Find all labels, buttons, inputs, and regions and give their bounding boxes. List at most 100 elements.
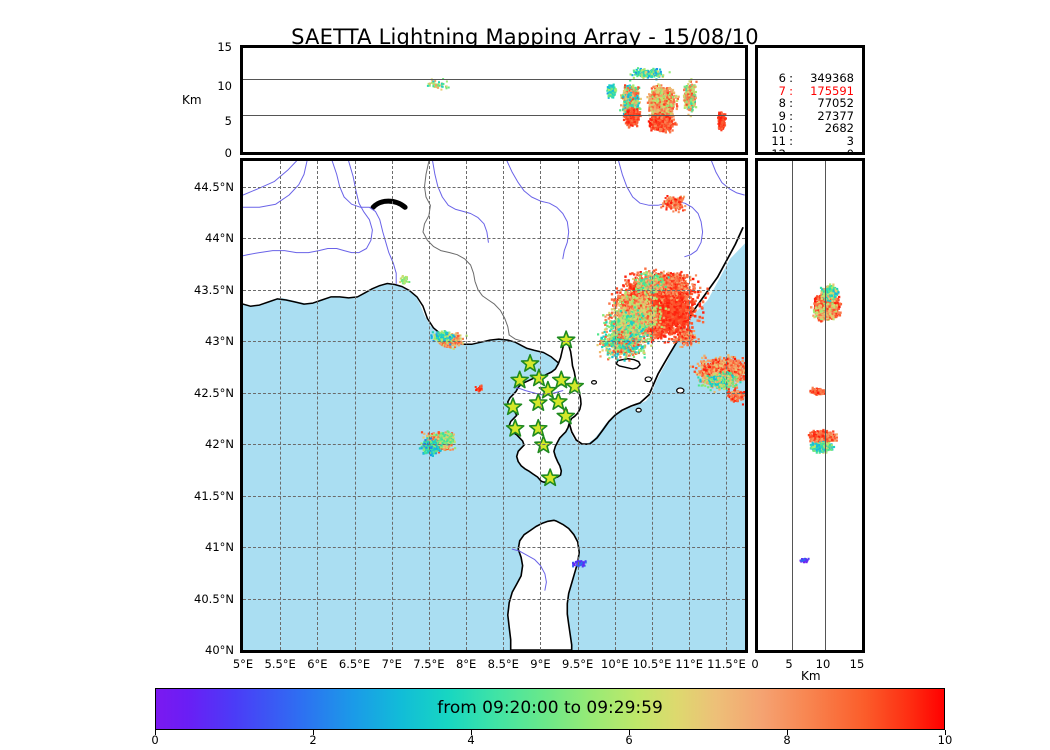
tick-longitude: 9°E: [530, 657, 551, 671]
legend-station-count: 12: [771, 146, 786, 155]
colorbar-tick-mark: [945, 730, 946, 735]
tick-latitude: 41.5°N: [194, 488, 234, 503]
gridline-right-10km: [825, 161, 827, 650]
legend-row: 11: 3: [766, 135, 854, 148]
colorbar-tick-label: 0: [151, 733, 159, 747]
gridline-longitude: [689, 161, 691, 650]
gridline-longitude: [652, 161, 654, 650]
lma-station-marker: [505, 418, 525, 437]
gridline-latitude: [243, 186, 745, 188]
lma-station-marker: [520, 354, 540, 372]
legend-separator: :: [789, 121, 793, 136]
altitude-latitude-panel: [755, 158, 865, 653]
tick-longitude: 7.5°E: [413, 657, 445, 671]
colorbar-tick-label: 8: [783, 733, 791, 747]
tick-longitude: 10°E: [601, 657, 629, 671]
administrative-border: [422, 161, 510, 336]
legend-station-count: 11: [771, 133, 786, 148]
tick-latitude: 40°N: [205, 643, 234, 657]
altitude-longitude-panel: [240, 45, 748, 155]
legend-source-count: 77052: [817, 96, 854, 111]
legend-source-count: 27377: [817, 108, 854, 123]
tick-longitude: 11.5°E: [707, 657, 746, 671]
gridline-longitude: [466, 161, 468, 650]
legend-row: 12: 0: [766, 146, 854, 155]
gridline-latitude: [243, 289, 745, 291]
tick-longitude: 10.5°E: [632, 657, 672, 671]
gridline-longitude: [391, 161, 393, 650]
legend-station-count: 9: [778, 108, 786, 123]
legend-separator: :: [789, 96, 793, 111]
colorbar-tick-mark: [155, 730, 156, 735]
lma-station-marker: [551, 370, 571, 389]
right-scatter-points: [799, 283, 843, 564]
tick-longitude: 8°E: [455, 657, 477, 671]
legend-station-count: 7: [778, 83, 786, 98]
river: [506, 161, 570, 260]
legend-source-count: 3: [846, 133, 854, 148]
colorbar-tick-mark: [787, 730, 788, 735]
tick-latitude: 42.5°N: [194, 385, 234, 400]
map-geography: [243, 161, 745, 650]
river: [511, 548, 547, 591]
colorbar-tick-label: 2: [309, 733, 317, 747]
gridline-latitude: [243, 392, 745, 394]
legend-station-count: 10: [771, 121, 786, 136]
colorbar-tick-mark: [313, 730, 314, 735]
gridline-latitude: [243, 444, 745, 446]
gridline-longitude: [280, 161, 282, 650]
tick-latitude: 40.5°N: [194, 591, 234, 606]
tick-top-0: 0: [224, 146, 232, 160]
river: [243, 161, 308, 208]
station-count-legend: 6:349368 7:175591 8:77052 9:27377 10:2682 11:…: [755, 45, 865, 155]
river: [331, 161, 397, 284]
lma-station-marker: [556, 406, 576, 425]
tick-right-15: 15: [849, 657, 865, 671]
legend-source-count: 0: [846, 146, 854, 155]
lma-station-marker: [529, 368, 549, 387]
legend-source-count: 175591: [810, 83, 854, 98]
gridline-latitude: [243, 547, 745, 549]
tick-longitude: 9.5°E: [562, 657, 594, 671]
lma-station-marker: [556, 330, 576, 349]
legend-source-count: 349368: [810, 71, 854, 85]
legend-row: 6: 349368: [766, 72, 854, 85]
tick-longitude: 11°E: [675, 657, 704, 671]
island: [591, 380, 598, 385]
gridline-top-5km: [243, 114, 745, 116]
lma-station-marker: [528, 393, 548, 412]
gridline-longitude: [428, 161, 430, 650]
legend-station-count: 8: [778, 96, 786, 111]
gridline-latitude: [243, 495, 745, 497]
tick-longitude: 5.5°E: [264, 657, 296, 671]
tick-latitude: 44.5°N: [194, 179, 234, 194]
legend-row: 10: 2682: [766, 122, 854, 135]
tick-right-10: 10: [815, 657, 831, 671]
tick-top-5: 5: [224, 114, 232, 128]
colorbar-tick-label: 10: [937, 733, 953, 747]
right-panel-axis-label: Km: [801, 669, 821, 683]
tick-longitude: 7°E: [381, 657, 402, 671]
top-panel-axis-label: Km: [182, 93, 202, 107]
tick-longitude: 5°E: [232, 657, 254, 671]
tick-longitude: 6.5°E: [338, 657, 371, 671]
river: [243, 161, 373, 257]
gridline-longitude: [540, 161, 542, 650]
river: [711, 161, 745, 196]
lma-station-marker: [540, 468, 560, 487]
tick-right-0: 0: [751, 657, 759, 671]
colorbar-tick-label: 6: [625, 733, 633, 747]
gridline-top-10km: [243, 79, 745, 81]
colorbar-tick-mark: [629, 730, 630, 735]
colorbar-tick-label: 4: [467, 733, 475, 747]
gridline-right-5km: [791, 161, 793, 650]
tick-longitude: 6°E: [307, 657, 328, 671]
lma-station-marker: [538, 380, 558, 399]
map-scatter-points: [399, 195, 745, 568]
legend-separator: :: [789, 71, 793, 85]
legend-separator: :: [789, 108, 793, 123]
gridline-longitude: [354, 161, 356, 650]
tick-top-10: 10: [217, 79, 232, 93]
legend-row: 9: 27377: [766, 110, 854, 123]
lma-station-marker: [548, 392, 568, 410]
